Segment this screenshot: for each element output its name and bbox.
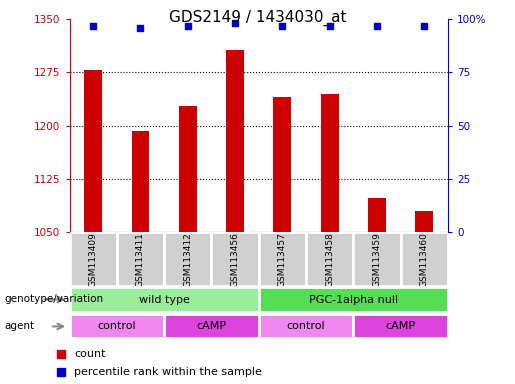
Point	[89, 23, 97, 29]
Bar	[259, 287, 448, 312]
Point	[136, 25, 145, 31]
Text: GSM113412: GSM113412	[183, 232, 192, 286]
Point	[373, 23, 381, 29]
Bar	[164, 314, 259, 339]
Text: GSM113411: GSM113411	[136, 232, 145, 286]
Text: cAMP: cAMP	[386, 321, 416, 331]
Text: PGC-1alpha null: PGC-1alpha null	[309, 295, 398, 305]
Bar	[259, 314, 353, 339]
Text: control: control	[97, 321, 136, 331]
Text: GSM113457: GSM113457	[278, 232, 287, 286]
Text: GSM113456: GSM113456	[231, 232, 239, 286]
Text: cAMP: cAMP	[196, 321, 227, 331]
Bar	[179, 106, 197, 232]
Bar	[306, 232, 353, 286]
Text: percentile rank within the sample: percentile rank within the sample	[74, 367, 262, 377]
Bar	[353, 314, 448, 339]
Bar	[84, 70, 102, 232]
Bar	[401, 232, 448, 286]
Bar	[164, 232, 212, 286]
Text: wild type: wild type	[139, 295, 190, 305]
Point	[278, 23, 286, 29]
Point	[420, 23, 428, 29]
Bar	[70, 287, 259, 312]
Bar	[131, 131, 149, 232]
Text: agent: agent	[4, 321, 34, 331]
Bar	[117, 232, 164, 286]
Point	[231, 20, 239, 26]
Bar	[416, 211, 434, 232]
Text: GSM113458: GSM113458	[325, 232, 334, 286]
Text: GSM113409: GSM113409	[89, 232, 98, 286]
Bar	[321, 94, 339, 232]
Text: count: count	[74, 349, 106, 359]
Text: GSM113459: GSM113459	[372, 232, 382, 286]
Bar	[368, 198, 386, 232]
Bar	[70, 232, 117, 286]
Point	[184, 23, 192, 29]
Bar	[273, 98, 291, 232]
Text: GSM113460: GSM113460	[420, 232, 429, 286]
Text: GDS2149 / 1434030_at: GDS2149 / 1434030_at	[169, 10, 346, 26]
Point	[325, 23, 334, 29]
Bar	[259, 232, 306, 286]
Bar	[226, 50, 244, 232]
Bar	[353, 232, 401, 286]
Text: genotype/variation: genotype/variation	[4, 294, 103, 304]
Text: control: control	[287, 321, 325, 331]
Bar	[70, 314, 164, 339]
Bar	[212, 232, 259, 286]
